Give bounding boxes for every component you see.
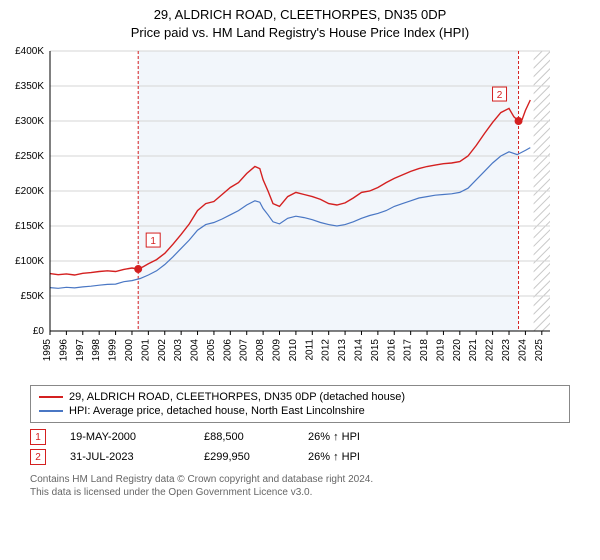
line-chart: £0 £50K £100K £150K £200K £250K £300K £350K £400… [0,41,560,381]
marker-price: £88,500 [204,431,284,443]
legend-swatch [39,396,63,398]
svg-text:£0: £0 [33,326,45,337]
svg-text:1995: 1995 [42,339,53,362]
svg-text:2013: 2013 [337,339,348,362]
footer-line1: Contains HM Land Registry data © Crown c… [30,473,570,486]
svg-text:2016: 2016 [386,339,397,362]
svg-text:2007: 2007 [239,339,250,362]
legend-row: 29, ALDRICH ROAD, CLEETHORPES, DN35 0DP … [39,390,561,404]
svg-text:1999: 1999 [108,339,119,362]
title-line1: 29, ALDRICH ROAD, CLEETHORPES, DN35 0DP [0,6,600,24]
svg-text:2011: 2011 [304,339,315,361]
svg-text:2014: 2014 [353,339,364,362]
svg-text:2022: 2022 [485,339,496,362]
svg-text:2001: 2001 [140,339,151,362]
svg-text:2000: 2000 [124,339,135,362]
marker-pct: 26% ↑ HPI [308,431,388,443]
svg-text:1997: 1997 [75,339,86,362]
svg-text:2: 2 [497,90,503,101]
chart-container: 29, ALDRICH ROAD, CLEETHORPES, DN35 0DP … [0,0,600,560]
svg-text:£100K: £100K [15,256,44,267]
marker-row: 2 31-JUL-2023 £299,950 26% ↑ HPI [30,447,570,467]
svg-text:£50K: £50K [21,291,45,302]
legend-label: HPI: Average price, detached house, Nort… [69,405,365,417]
svg-text:2017: 2017 [403,339,414,362]
svg-text:£400K: £400K [15,46,44,57]
marker-date: 31-JUL-2023 [70,451,180,463]
title-line2: Price paid vs. HM Land Registry's House … [0,24,600,42]
legend-label: 29, ALDRICH ROAD, CLEETHORPES, DN35 0DP … [69,391,405,403]
legend-swatch [39,410,63,412]
legend-row: HPI: Average price, detached house, Nort… [39,404,561,418]
svg-text:2006: 2006 [222,339,233,362]
svg-text:2015: 2015 [370,339,381,362]
marker-row: 1 19-MAY-2000 £88,500 26% ↑ HPI [30,427,570,447]
svg-text:£250K: £250K [15,151,44,162]
svg-text:2012: 2012 [321,339,332,362]
svg-text:2004: 2004 [190,339,201,362]
svg-text:1: 1 [150,236,156,247]
svg-text:1998: 1998 [91,339,102,362]
svg-text:2002: 2002 [157,339,168,362]
svg-text:2005: 2005 [206,339,217,362]
footer-line2: This data is licensed under the Open Gov… [30,486,570,499]
marker-date: 19-MAY-2000 [70,431,180,443]
svg-text:2010: 2010 [288,339,299,362]
svg-text:2003: 2003 [173,339,184,362]
svg-text:2024: 2024 [517,339,528,362]
svg-text:2009: 2009 [272,339,283,362]
markers-table: 1 19-MAY-2000 £88,500 26% ↑ HPI 2 31-JUL… [30,427,570,467]
svg-text:1996: 1996 [58,339,69,362]
svg-text:2020: 2020 [452,339,463,362]
marker-pct: 26% ↑ HPI [308,451,388,463]
svg-text:2021: 2021 [468,339,479,362]
svg-text:2008: 2008 [255,339,266,362]
svg-text:£150K: £150K [15,221,44,232]
svg-text:2018: 2018 [419,339,430,362]
svg-text:2025: 2025 [534,339,545,362]
svg-text:2019: 2019 [435,339,446,362]
svg-text:£300K: £300K [15,116,44,127]
marker-chip: 2 [30,449,46,465]
svg-text:2023: 2023 [501,339,512,362]
svg-text:£350K: £350K [15,81,44,92]
footer-note: Contains HM Land Registry data © Crown c… [30,473,570,499]
svg-text:£200K: £200K [15,186,44,197]
title-block: 29, ALDRICH ROAD, CLEETHORPES, DN35 0DP … [0,0,600,41]
legend: 29, ALDRICH ROAD, CLEETHORPES, DN35 0DP … [30,385,570,423]
marker-price: £299,950 [204,451,284,463]
marker-chip: 1 [30,429,46,445]
